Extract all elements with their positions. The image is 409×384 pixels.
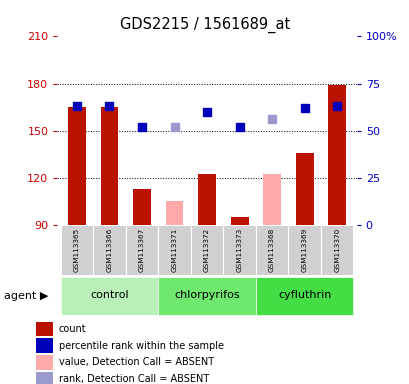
Text: rank, Detection Call = ABSENT: rank, Detection Call = ABSENT (58, 374, 208, 384)
Bar (320, 225, 353, 275)
Text: agent ▶: agent ▶ (4, 291, 48, 301)
Bar (263, 174, 281, 225)
Bar (295, 152, 313, 225)
Text: GDS2215 / 1561689_at: GDS2215 / 1561689_at (119, 17, 290, 33)
Bar (36, 338, 53, 353)
Text: GSM113367: GSM113367 (139, 228, 145, 272)
Text: percentile rank within the sample: percentile rank within the sample (58, 341, 223, 351)
Text: GSM113370: GSM113370 (333, 228, 339, 272)
Bar (93, 225, 126, 275)
Text: cyfluthrin: cyfluthrin (277, 290, 330, 300)
Text: count: count (58, 324, 86, 334)
Text: GSM113366: GSM113366 (106, 228, 112, 272)
Bar (133, 189, 151, 225)
Text: GSM113373: GSM113373 (236, 228, 242, 272)
Text: control: control (90, 290, 128, 300)
Bar (36, 321, 53, 336)
Bar (288, 225, 320, 275)
Bar (165, 201, 183, 225)
Bar (100, 107, 118, 225)
Bar (61, 225, 93, 275)
Bar (223, 225, 255, 275)
Text: GSM113369: GSM113369 (301, 228, 307, 272)
Bar (126, 225, 158, 275)
Bar (198, 174, 216, 225)
Bar (68, 107, 85, 225)
Text: GSM113365: GSM113365 (74, 228, 80, 272)
Bar (36, 372, 53, 384)
Bar (190, 225, 223, 275)
Bar (158, 225, 190, 275)
Text: GSM113368: GSM113368 (268, 228, 274, 272)
Bar (61, 276, 158, 315)
Bar (328, 85, 345, 225)
Text: chlorpyrifos: chlorpyrifos (174, 290, 239, 300)
Bar (36, 355, 53, 370)
Bar (255, 276, 353, 315)
Bar (158, 276, 255, 315)
Bar (230, 217, 248, 225)
Bar (255, 225, 288, 275)
Text: GSM113372: GSM113372 (204, 228, 209, 272)
Text: value, Detection Call = ABSENT: value, Detection Call = ABSENT (58, 358, 213, 367)
Text: GSM113371: GSM113371 (171, 228, 177, 272)
